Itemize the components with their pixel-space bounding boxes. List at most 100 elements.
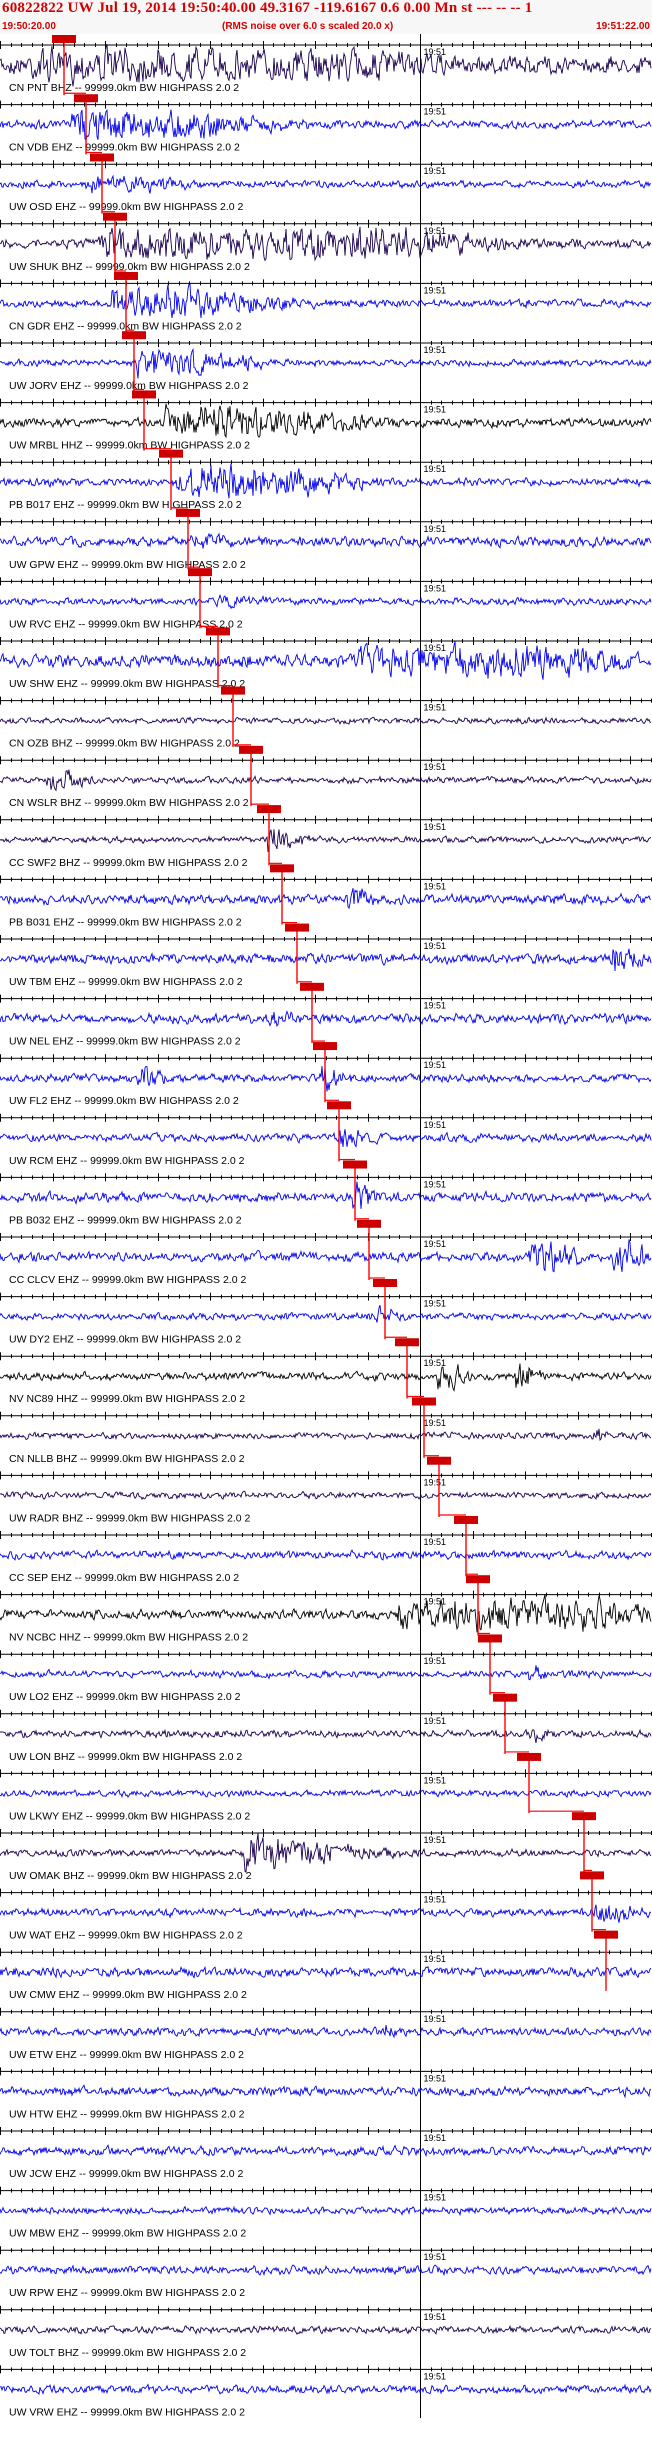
waveform bbox=[0, 1129, 652, 1148]
p-pick-marker bbox=[412, 1397, 436, 1406]
minute-label: 19:51 bbox=[424, 1060, 447, 1070]
p-pick-marker bbox=[285, 923, 309, 932]
waveform bbox=[0, 2383, 652, 2396]
p-pick-marker bbox=[357, 1219, 381, 1228]
station-label: UW LO2 EHZ -- 99999.0km BW HIGHPASS 2.0 … bbox=[9, 1691, 241, 1703]
waveform bbox=[0, 1428, 652, 1442]
waveform bbox=[0, 2144, 652, 2158]
station-label: UW ETW EHZ -- 99999.0km BW HIGHPASS 2.0 … bbox=[9, 2049, 244, 2061]
station-label: UW RADR BHZ -- 99999.0km BW HIGHPASS 2.0… bbox=[9, 1512, 251, 1524]
station-label: UW OSD EHZ -- 99999.0km BW HIGHPASS 2.0 … bbox=[9, 201, 244, 213]
station-label: CN WSLR BHZ -- 99999.0km BW HIGHPASS 2.0… bbox=[9, 797, 249, 809]
waveform bbox=[0, 829, 652, 853]
time-axis-ticks bbox=[0, 1769, 652, 1778]
time-axis-ticks bbox=[0, 2365, 652, 2374]
p-pick-marker bbox=[343, 1160, 367, 1169]
minute-label: 19:51 bbox=[424, 1477, 447, 1487]
waveform bbox=[0, 532, 652, 549]
minute-label: 19:51 bbox=[424, 1716, 447, 1726]
p-pick-marker bbox=[313, 1042, 337, 1051]
time-axis-ticks bbox=[0, 219, 652, 228]
time-axis-ticks bbox=[0, 41, 652, 49]
minute-label: 19:51 bbox=[424, 1954, 447, 1964]
waveform bbox=[0, 1305, 652, 1323]
p-pick-marker bbox=[239, 745, 263, 754]
station-label: PB B017 EHZ -- 99999.0km BW HIGHPASS 2.0… bbox=[9, 499, 242, 511]
time-axis-ticks bbox=[0, 100, 652, 109]
minute-label: 19:51 bbox=[424, 47, 447, 57]
p-pick-marker bbox=[114, 271, 138, 280]
station-label: UW TOLT BHZ -- 99999.0km BW HIGHPASS 2.0… bbox=[9, 2347, 246, 2359]
p-pick-marker bbox=[300, 982, 324, 991]
time-axis-ticks bbox=[0, 398, 652, 407]
p-pick-marker bbox=[257, 805, 281, 814]
end-time-label: 19:51:22.00 bbox=[596, 21, 650, 32]
p-pick-marker bbox=[478, 1634, 502, 1643]
station-label: UW RVC EHZ -- 99999.0km BW HIGHPASS 2.0 … bbox=[9, 618, 243, 630]
station-label: UW MBW EHZ -- 99999.0km BW HIGHPASS 2.0 … bbox=[9, 2228, 246, 2240]
time-axis-ticks bbox=[0, 2067, 652, 2076]
station-label: CC SEP EHZ -- 99999.0km BW HIGHPASS 2.0 … bbox=[9, 1572, 239, 1584]
waveform bbox=[0, 769, 652, 792]
minute-label: 19:51 bbox=[424, 822, 447, 832]
p-pick-marker bbox=[221, 686, 245, 695]
station-label: UW DY2 EHZ -- 99999.0km BW HIGHPASS 2.0 … bbox=[9, 1334, 241, 1346]
waveform bbox=[0, 2205, 652, 2217]
minute-label: 19:51 bbox=[424, 1358, 447, 1368]
time-axis-ticks bbox=[0, 1411, 652, 1420]
waveform bbox=[0, 716, 652, 725]
waveform bbox=[0, 1363, 652, 1393]
minute-label: 19:51 bbox=[424, 524, 447, 534]
time-axis-ticks bbox=[0, 994, 652, 1003]
minute-label: 19:51 bbox=[424, 2252, 447, 2262]
station-label: UW LON BHZ -- 99999.0km BW HIGHPASS 2.0 … bbox=[9, 1751, 242, 1763]
minute-label: 19:51 bbox=[424, 1835, 447, 1845]
station-label: UW FL2 EHZ -- 99999.0km BW HIGHPASS 2.0 … bbox=[9, 1095, 239, 1107]
minute-label: 19:51 bbox=[424, 405, 447, 415]
minute-label: 19:51 bbox=[424, 703, 447, 713]
time-axis-ticks bbox=[0, 1829, 652, 1837]
minute-label: 19:51 bbox=[424, 1537, 447, 1547]
time-axis-ticks bbox=[0, 458, 652, 467]
minute-label: 19:51 bbox=[424, 2193, 447, 2203]
station-label: UW HTW EHZ -- 99999.0km BW HIGHPASS 2.0 … bbox=[9, 2108, 245, 2120]
station-label: UW TBM EHZ -- 99999.0km BW HIGHPASS 2.0 … bbox=[9, 976, 243, 988]
waveform bbox=[0, 641, 652, 680]
minute-label: 19:51 bbox=[424, 226, 447, 236]
time-axis-ticks bbox=[0, 875, 652, 884]
waveform bbox=[0, 1788, 652, 1799]
waveform bbox=[0, 1239, 652, 1273]
time-axis-ticks bbox=[0, 935, 652, 943]
minute-label: 19:51 bbox=[424, 762, 447, 772]
time-axis-ticks bbox=[0, 279, 652, 288]
p-pick-marker bbox=[103, 212, 127, 221]
p-pick-marker bbox=[90, 153, 114, 162]
minute-label: 19:51 bbox=[424, 583, 447, 593]
station-label: UW RPW EHZ -- 99999.0km BW HIGHPASS 2.0 … bbox=[9, 2287, 245, 2299]
station-label: UW JCW EHZ -- 99999.0km BW HIGHPASS 2.0 … bbox=[9, 2168, 244, 2180]
waveform bbox=[0, 174, 652, 194]
waveform bbox=[0, 2084, 652, 2099]
minute-label: 19:51 bbox=[424, 1239, 447, 1249]
minute-label: 19:51 bbox=[424, 2371, 447, 2381]
waveform bbox=[0, 1010, 652, 1027]
p-pick-marker bbox=[188, 568, 212, 577]
minute-label: 19:51 bbox=[424, 166, 447, 176]
p-pick-marker bbox=[159, 449, 183, 458]
time-axis-ticks bbox=[0, 637, 652, 645]
station-label: CN VDB EHZ -- 99999.0km BW HIGHPASS 2.0 … bbox=[9, 142, 240, 154]
minute-label: 19:51 bbox=[424, 2014, 447, 2024]
station-label: UW MRBL HHZ -- 99999.0km BW HIGHPASS 2.0… bbox=[9, 440, 250, 452]
minute-label: 19:51 bbox=[424, 2073, 447, 2083]
waveform bbox=[0, 347, 652, 379]
minute-label: 19:51 bbox=[424, 1418, 447, 1428]
p-pick-marker bbox=[580, 1871, 604, 1880]
minute-label: 19:51 bbox=[424, 2312, 447, 2322]
waveform bbox=[0, 43, 652, 87]
p-pick-marker bbox=[572, 1812, 596, 1821]
waveform bbox=[0, 403, 652, 439]
time-axis-ticks bbox=[0, 339, 652, 347]
station-label: CN PNT BHZ -- 99999.0km BW HIGHPASS 2.0 … bbox=[9, 82, 239, 94]
minute-label: 19:51 bbox=[424, 643, 447, 653]
